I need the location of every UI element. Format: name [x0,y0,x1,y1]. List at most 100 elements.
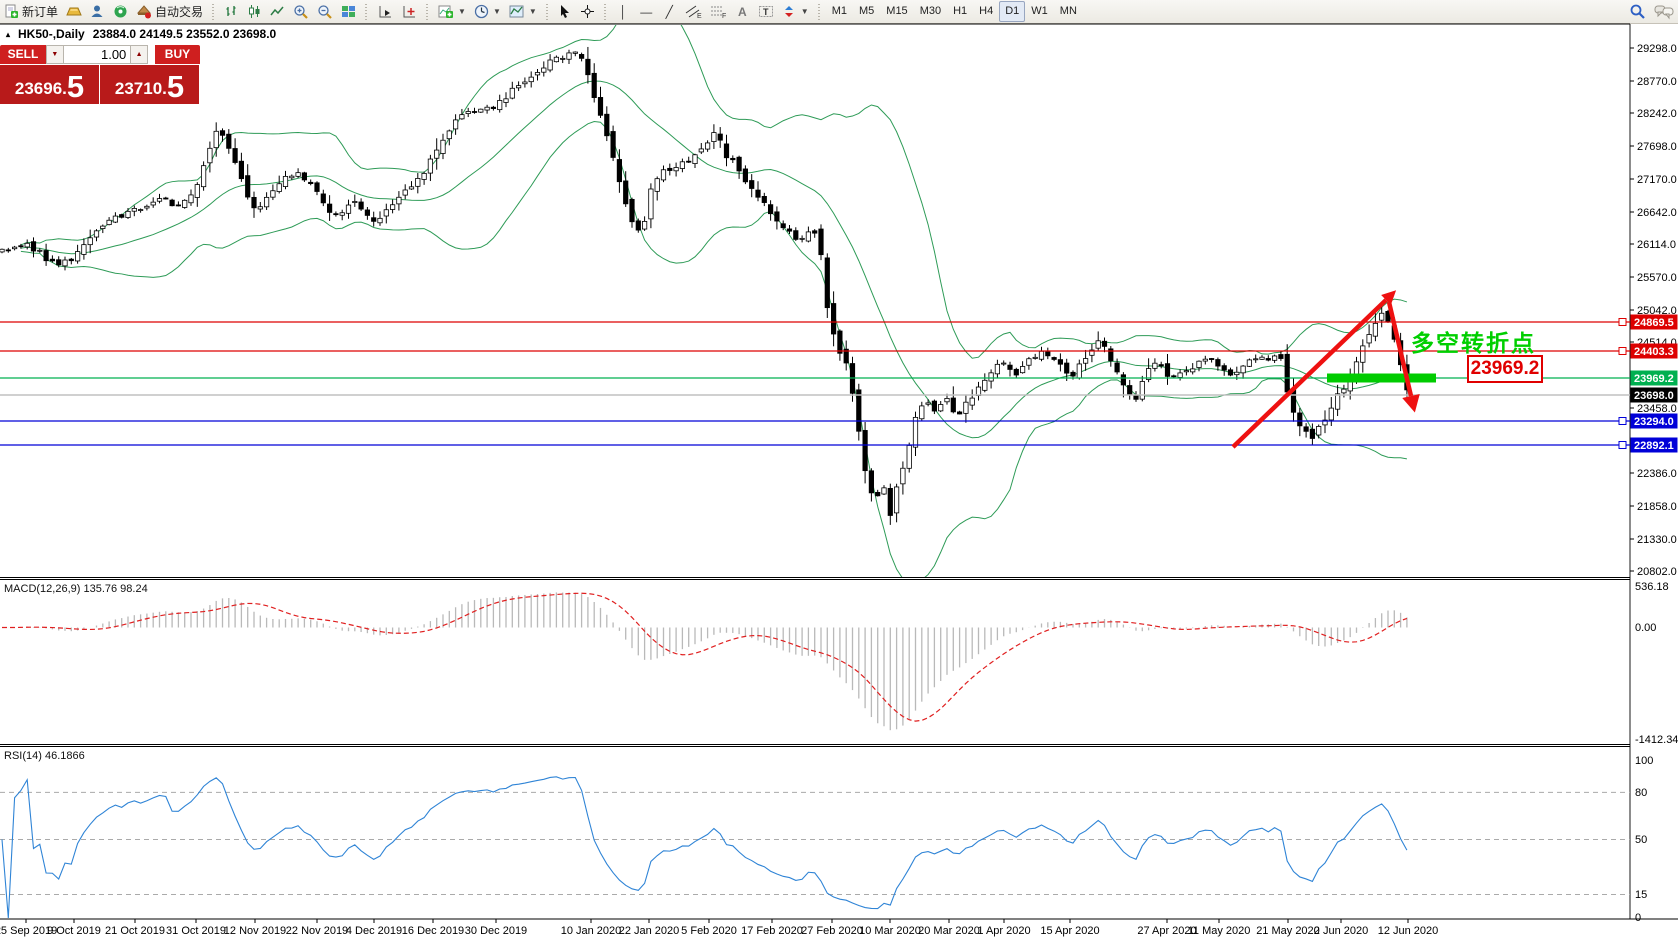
gold-button[interactable] [63,1,85,22]
auto-scroll-button[interactable] [374,1,396,22]
svg-text:E: E [697,13,702,19]
line-handle[interactable] [1618,417,1627,425]
horizontal-line-tool[interactable]: — [636,1,657,22]
tab-timeframe-m15[interactable]: M15 [886,5,908,17]
candle-body [1366,334,1372,344]
candle-body [1177,372,1183,378]
buy-price-button[interactable]: 23710. 5 [100,65,199,104]
candle-body [24,242,30,248]
broadcast-button[interactable] [110,1,131,22]
tab-timeframe-h4[interactable]: H4 [979,5,994,17]
tab-timeframe-m1[interactable]: M1 [831,5,847,17]
date-tick-label: 12 Nov 2019 [224,925,286,937]
search-icon[interactable] [1629,3,1646,20]
zoom-in-button[interactable] [290,1,312,22]
volume-increase-button[interactable]: ▲ [130,45,148,64]
autotrading-button[interactable]: 自动交易 [133,1,206,22]
crosshair-button[interactable] [577,1,598,22]
sell-price-main: 23696. [14,79,67,98]
zoom-out-button[interactable] [314,1,336,22]
fibonacci-tool[interactable]: F [707,1,730,22]
turning-point-annotation[interactable]: 多空转折点 [1411,330,1536,356]
candle-body [396,196,402,205]
indicators-button[interactable]: ▼ [435,1,469,22]
candle-body [742,168,749,183]
candle-body [679,161,686,169]
price-tag-label[interactable]: 23969.2 [1467,355,1543,383]
volume-input[interactable]: 1.00 [63,45,131,64]
templates-button[interactable]: ▼ [506,1,540,22]
macd-scale-label: -1412.34 [1635,734,1678,746]
trendline-tool[interactable]: ╱ [659,1,680,22]
community-person-icon [90,4,105,19]
rsi-line [1,776,1408,918]
candle-body [415,178,421,187]
candle-body [1196,360,1202,368]
candle-body [686,160,692,163]
tab-timeframe-h1[interactable]: H1 [953,5,968,17]
line-handle[interactable] [1618,441,1627,449]
community-button[interactable] [87,1,108,22]
candle-body [717,133,723,141]
candle-body [566,52,572,60]
date-tick-label: 21 Oct 2019 [105,925,165,937]
text-label-tool[interactable]: T [755,1,777,22]
candle-body [780,223,786,229]
trend-arrow-head [1381,290,1397,306]
price-tick-label: 28242.0 [1637,108,1677,120]
candlestick-chart-button[interactable] [244,1,265,22]
equidistant-channel-icon: E [685,4,702,19]
candle-body [919,405,925,420]
candle-body [1202,358,1208,362]
tab-timeframe-w1[interactable]: W1 [1031,5,1048,17]
chart-shift-button[interactable] [398,1,420,22]
trend-arrow[interactable] [1386,301,1414,397]
tab-timeframe-m5[interactable]: M5 [859,5,875,17]
candle-body [289,175,295,179]
channel-tool[interactable]: E [682,1,705,22]
volume-decrease-button[interactable]: ▼ [46,45,64,64]
support-highlight-bar[interactable] [1327,373,1436,383]
tab-timeframe-d1[interactable]: D1 [999,1,1026,22]
arrows-tool[interactable]: ▼ [779,1,812,22]
candle-body [1335,393,1341,410]
text-tool[interactable]: A [732,1,753,22]
candle-body [629,198,635,223]
candle-body [723,143,730,159]
date-tick-label: 27 Apr 2020 [1137,925,1196,937]
candle-body [698,148,704,153]
bar-chart-button[interactable] [221,1,242,22]
tab-timeframe-m30[interactable]: M30 [919,5,942,17]
candle-body [301,172,308,181]
trend-arrow[interactable] [1231,298,1388,449]
candle-body [553,56,560,63]
vertical-line-tool[interactable]: │ [613,1,634,22]
candle-body [119,214,125,218]
buy-button[interactable]: BUY [154,45,200,64]
chart-canvas[interactable]: 29298.0 28770.0 28242.0 27698.0 27170.0 26642… [0,23,1678,944]
candle-body [1038,350,1045,360]
candle-body [982,379,988,391]
candle-body [478,108,484,113]
line-handle[interactable] [1618,318,1627,326]
price-tick-label: 26114.0 [1637,239,1676,251]
date-tick-label: 30 Dec 2019 [465,925,527,937]
candle-body [1246,359,1252,367]
sell-price-button[interactable]: 23696. 5 [0,65,99,104]
tab-timeframe-mn[interactable]: MN [1059,5,1077,17]
new-order-button[interactable]: 新订单 [1,1,61,22]
tile-windows-button[interactable] [338,1,359,22]
candle-body [1045,351,1051,357]
candle-body [257,206,263,210]
rsi-scale-label: 100 [1635,755,1653,767]
cursor-button[interactable] [555,1,575,22]
chat-icon[interactable] [1654,4,1674,20]
toolbar-gripper [601,3,609,20]
periodicity-button[interactable]: ▼ [471,1,504,22]
line-handle[interactable] [1618,347,1627,355]
date-tick-label: 10 Jan 2020 [561,925,622,937]
candle-body [1026,358,1032,366]
sell-button[interactable]: SELL [0,45,46,64]
line-chart-button[interactable] [267,1,288,22]
candle-body [333,213,339,216]
